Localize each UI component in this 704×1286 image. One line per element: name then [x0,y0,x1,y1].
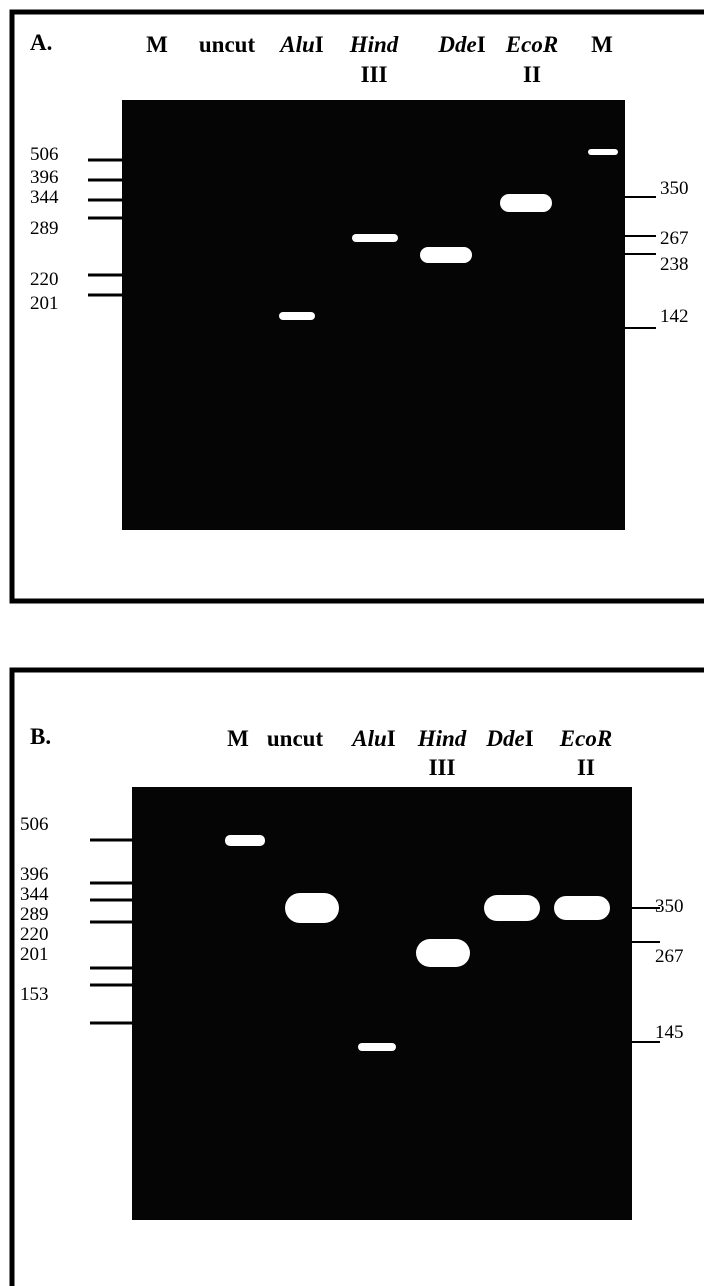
lane-text: I [315,32,324,57]
band [285,893,339,923]
lane-text: I [477,32,486,57]
band [279,312,315,320]
lane-enzyme: Alu [350,726,387,751]
lane-label-line2: III [429,755,456,780]
lane-enzyme: EcoR [505,32,558,57]
left-marker-label: 344 [20,884,49,905]
lane-label: uncut [267,726,324,751]
left-marker-label: 201 [20,944,49,965]
lane-label: M [591,32,613,57]
lane-label: EcoR [559,726,612,751]
lane-text: M [591,32,613,57]
lane-label-line2: III [361,62,388,87]
left-marker-label: 396 [20,864,49,885]
right-marker-label: 350 [655,896,684,917]
left-marker-label: 396 [30,167,59,188]
lane-text: M [146,32,168,57]
band [225,835,265,846]
lane-text: uncut [199,32,256,57]
lane-label: AluI [278,32,324,57]
right-marker-label: 267 [655,946,684,967]
band [352,234,398,242]
gel-a [122,100,625,530]
lane-label: DdeI [485,726,533,751]
lane-enzyme: Dde [437,32,476,57]
band [420,247,472,263]
left-marker-label: 201 [30,293,59,314]
lane-enzyme: Hind [417,726,467,751]
panel-label: A. [30,30,52,55]
left-marker-label: 506 [30,144,59,165]
left-marker-label: 506 [20,814,49,835]
lane-enzyme: Alu [278,32,315,57]
lane-label: M [227,726,249,751]
lane-label: Hind [417,726,467,751]
figure: A.MuncutAluIHindIIIDdeIEcoRIIM5063963442… [0,0,704,1286]
band [416,939,470,967]
right-marker-label: 142 [660,306,689,327]
lane-label: EcoR [505,32,558,57]
lane-label: uncut [199,32,256,57]
left-marker-label: 220 [30,269,59,290]
band [484,895,540,921]
left-marker-label: 220 [20,924,49,945]
lane-label: M [146,32,168,57]
panel-label: B. [30,724,51,749]
lane-enzyme: Dde [485,726,524,751]
lane-enzyme: EcoR [559,726,612,751]
lane-label-line2: II [523,62,541,87]
band [358,1043,396,1051]
lane-text: I [387,726,396,751]
band [588,149,618,155]
left-marker-label: 153 [20,984,49,1005]
gel-b [132,787,632,1220]
lane-label-line2: II [577,755,595,780]
left-marker-label: 289 [20,904,49,925]
right-marker-label: 350 [660,178,689,199]
lane-text: uncut [267,726,324,751]
left-marker-label: 289 [30,218,59,239]
lane-label: AluI [350,726,396,751]
band [500,194,552,212]
band [554,896,610,920]
lane-text: I [525,726,534,751]
right-marker-label: 238 [660,254,689,275]
left-marker-label: 344 [30,187,59,208]
lane-text: M [227,726,249,751]
lane-enzyme: Hind [349,32,399,57]
right-marker-label: 145 [655,1022,684,1043]
right-marker-label: 267 [660,228,689,249]
lane-label: DdeI [437,32,485,57]
lane-label: Hind [349,32,399,57]
